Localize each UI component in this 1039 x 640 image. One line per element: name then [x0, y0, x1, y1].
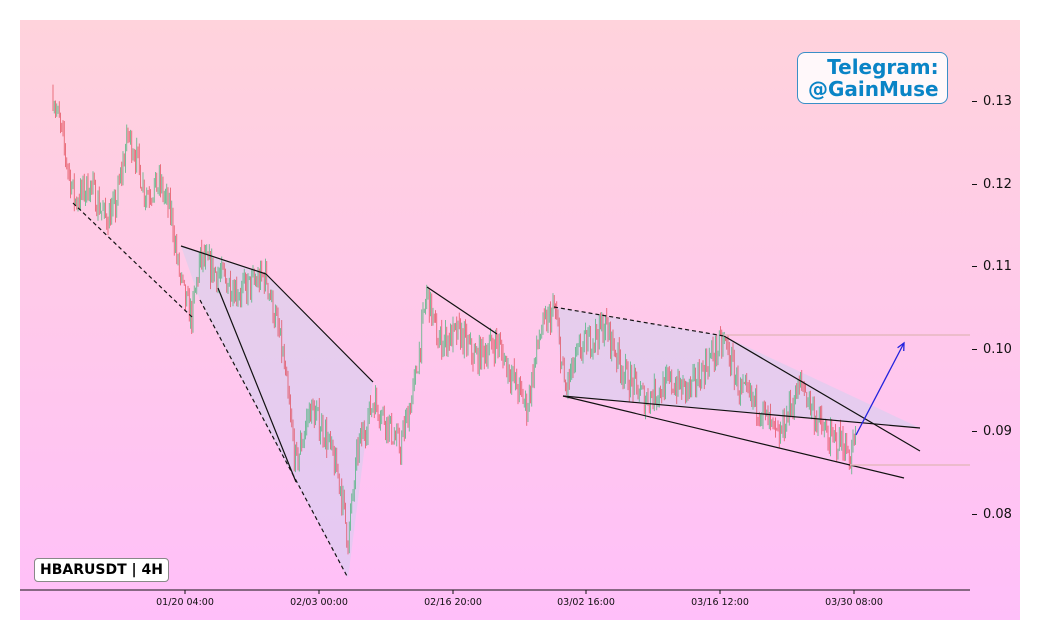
- candlestick-plot: [20, 84, 970, 594]
- symbol-label: HBARUSDT | 4H: [34, 558, 169, 582]
- watermark-line1: Telegram:: [827, 55, 939, 79]
- watermark-line2: @GainMuse: [808, 77, 939, 101]
- chart-figure: 0.13 0.12 0.11 0.10 0.09 0.08 01/20 04:00 02/0…: [20, 20, 1020, 620]
- x-tick-label: 01/20 04:00: [156, 597, 214, 608]
- telegram-watermark: Telegram: @GainMuse: [797, 52, 948, 104]
- y-tick-label: 0.09: [972, 424, 1012, 439]
- trend-lines: [72, 202, 921, 579]
- x-tick-label: 02/16 20:00: [424, 597, 482, 608]
- y-tick-label: 0.11: [972, 259, 1012, 274]
- candles: [52, 84, 856, 555]
- y-tick-label: 0.10: [972, 342, 1012, 357]
- y-tick-label: 0.13: [972, 94, 1012, 109]
- x-tick-label: 03/02 16:00: [557, 597, 615, 608]
- breakout-arrow-icon: [855, 341, 905, 436]
- x-tick-label: 03/16 12:00: [691, 597, 749, 608]
- horizontal-levels: [724, 334, 970, 466]
- y-tick-label: 0.12: [972, 177, 1012, 192]
- x-tick-marks: [184, 590, 855, 594]
- y-tick-label: 0.08: [972, 507, 1012, 522]
- x-tick-label: 03/30 08:00: [825, 597, 883, 608]
- x-tick-label: 02/03 00:00: [290, 597, 348, 608]
